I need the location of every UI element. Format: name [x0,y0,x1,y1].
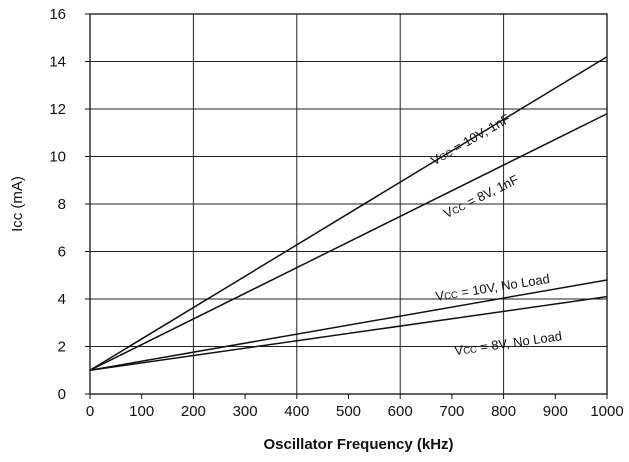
y-tick-label: 4 [58,291,66,308]
x-tick-label: 0 [86,403,94,420]
x-tick-label: 700 [439,403,464,420]
series-line-1 [89,56,608,371]
y-tick-label: 6 [58,244,66,261]
series-lines [89,56,608,371]
y-tick-label: 16 [49,6,66,23]
y-tick-label: 10 [49,149,66,166]
y-tick-label: 12 [49,101,66,118]
series-label-1: VCC = 10V, 1nF [428,111,512,168]
y-axis-title: Icc (mA) [9,176,26,232]
y-tick-label: 2 [58,339,66,356]
y-tick-label: 14 [49,54,66,71]
x-tick-label: 500 [336,403,361,420]
x-tick-label: 200 [181,403,206,420]
x-tick-labels: 0 100 200 300 400 500 600 700 800 900 1000 [86,394,624,420]
series-label-4: VCC = 8V, No Load [453,328,562,358]
series-line-3 [89,279,608,371]
series-line-4 [89,295,608,371]
series-label-2: VCC = 8V, 1nF [441,172,521,221]
x-tick-label: 300 [233,403,258,420]
x-axis-title: Oscillator Frequency (kHz) [263,436,453,453]
x-tick-label: 400 [284,403,309,420]
series-line-2 [89,113,608,371]
y-tick-label: 0 [58,386,66,403]
x-tick-label: 1000 [590,403,623,420]
x-tick-label: 600 [388,403,413,420]
x-tick-label: 100 [129,403,154,420]
x-tick-label: 900 [543,403,568,420]
y-tick-labels: 0 2 4 6 8 10 12 14 16 [49,6,90,403]
x-tick-label: 800 [491,403,516,420]
y-tick-label: 8 [58,196,66,213]
grid [89,13,608,395]
